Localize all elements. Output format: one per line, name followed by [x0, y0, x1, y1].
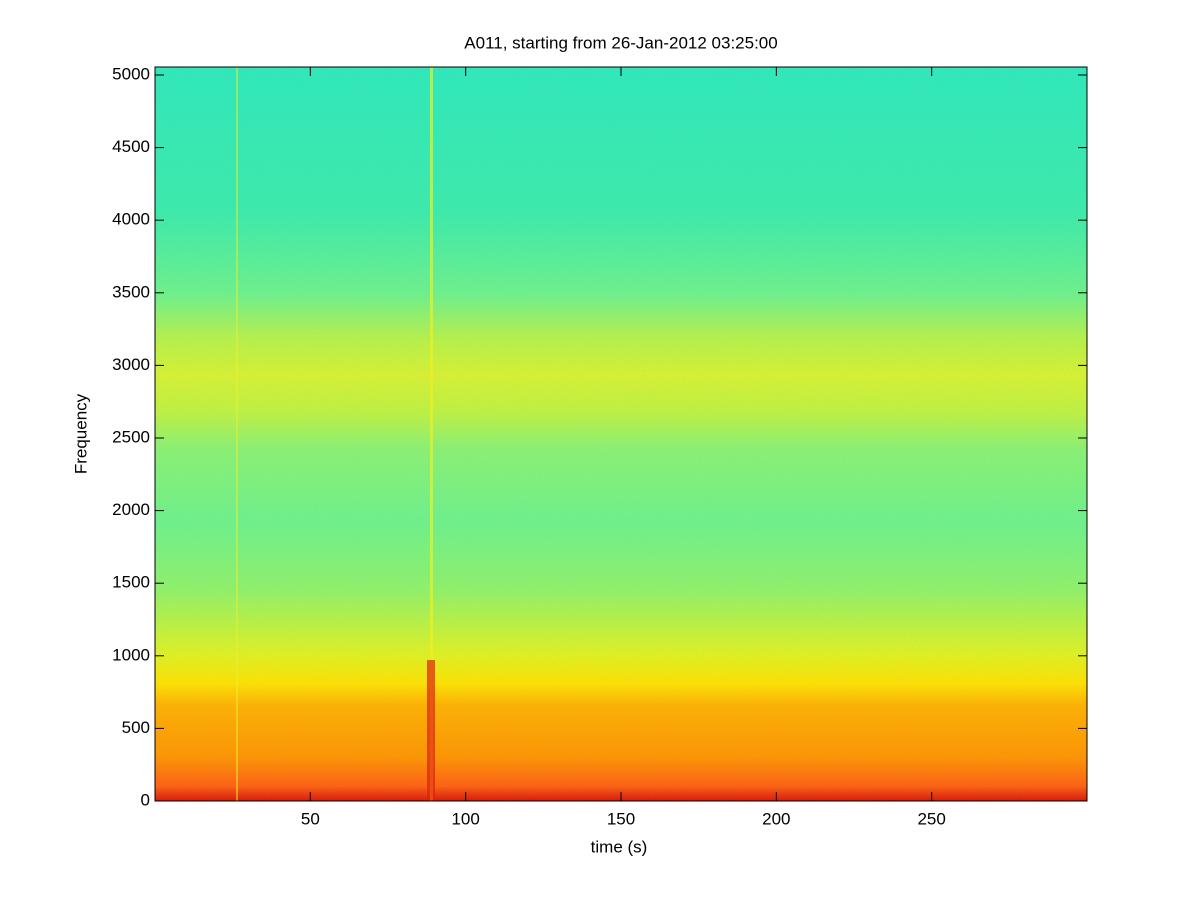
y-tick-label: 3000: [112, 355, 150, 374]
y-tick-label: 500: [122, 718, 150, 737]
x-tick-label: 100: [451, 809, 479, 828]
y-axis-label: Frequency: [71, 393, 90, 474]
y-tick-label: 1500: [112, 573, 150, 592]
x-tick-label: 200: [762, 809, 790, 828]
y-tick-label: 0: [141, 790, 150, 809]
y-tick-label: 2000: [112, 500, 150, 519]
spectrogram-image: [155, 67, 1087, 801]
y-tick-label: 3500: [112, 282, 150, 301]
y-tick-label: 2500: [112, 427, 150, 446]
x-axis-label: time (s): [591, 837, 648, 856]
y-tick-label: 5000: [112, 64, 150, 83]
x-tick-label: 50: [301, 809, 320, 828]
y-tick-label: 4000: [112, 210, 150, 229]
x-tick-label: 250: [917, 809, 945, 828]
chart-title: A011, starting from 26-Jan-2012 03:25:00: [464, 33, 777, 52]
y-tick-label: 1000: [112, 645, 150, 664]
y-tick-label: 4500: [112, 137, 150, 156]
x-tick-label: 150: [607, 809, 635, 828]
